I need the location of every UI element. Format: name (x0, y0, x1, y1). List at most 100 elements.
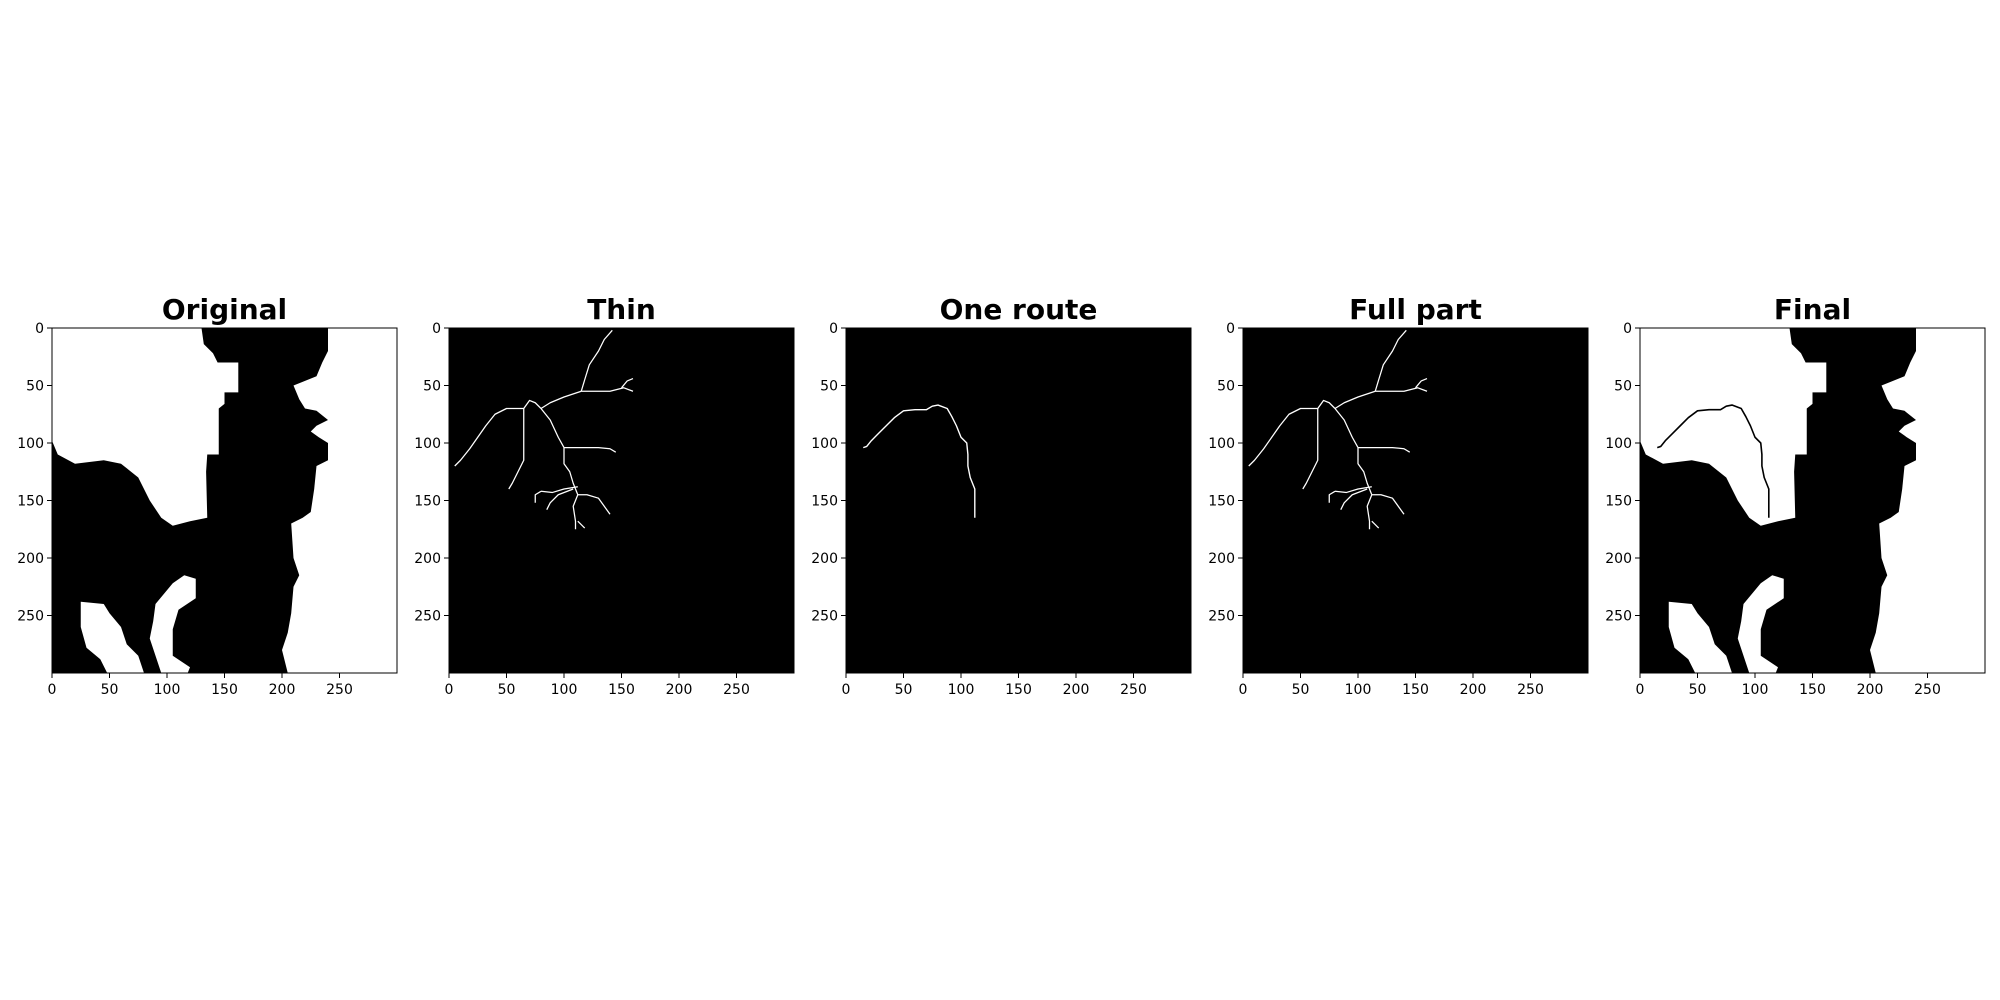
mask-region-0 (1640, 328, 1827, 526)
x-tick-label: 150 (608, 682, 635, 698)
panel-image (1640, 328, 1985, 673)
x-tick-label: 250 (723, 682, 750, 698)
x-tick-label: 250 (1914, 682, 1941, 698)
skeleton-branch-12 (1340, 488, 1368, 510)
mask-region-0 (52, 328, 239, 526)
x-tick-label: 200 (666, 682, 693, 698)
x-tick-label: 0 (1239, 682, 1248, 698)
x-tick-label: 50 (498, 682, 516, 698)
y-tick-label: 250 (17, 609, 44, 625)
y-tick-label: 50 (26, 379, 44, 395)
x-tick-label: 100 (154, 682, 181, 698)
image-background (449, 328, 794, 673)
panel-title: Thin (587, 293, 656, 326)
panel-title: Final (1774, 293, 1851, 326)
y-tick-label: 150 (1605, 494, 1632, 510)
y-tick-label: 250 (1208, 609, 1235, 625)
y-tick-label: 50 (423, 379, 441, 395)
skeleton-branch-9 (572, 494, 579, 530)
skeleton-branch-3 (540, 390, 582, 410)
y-tick-label: 0 (1226, 321, 1235, 337)
mask-region-3 (1737, 575, 1784, 673)
skeleton-branch-2 (621, 378, 634, 389)
x-tick-label: 50 (1689, 682, 1707, 698)
y-tick-label: 50 (820, 379, 838, 395)
mask-region-1 (282, 328, 397, 673)
panel-title: One route (940, 293, 1098, 326)
mask-region-3 (149, 575, 196, 673)
x-tick-label: 250 (1120, 682, 1147, 698)
y-tick-label: 100 (811, 436, 838, 452)
x-tick-label: 50 (1292, 682, 1310, 698)
x-tick-label: 150 (1402, 682, 1429, 698)
y-tick-label: 200 (1605, 551, 1632, 567)
panel-skeleton-3: Full part 0 50 100 150 200 250 0 50 100 150 200 250 (1208, 293, 1589, 698)
skeleton-branch-5 (1334, 408, 1359, 448)
x-tick-label: 50 (895, 682, 913, 698)
skeleton-branch-4 (454, 399, 542, 467)
route-line (863, 404, 976, 518)
panel-route-2: One route 0 50 100 150 200 250 0 50 100 150 200 250 (811, 293, 1192, 698)
y-tick-label: 100 (1208, 436, 1235, 452)
panel-image (52, 328, 397, 673)
x-tick-label: 100 (948, 682, 975, 698)
image-background (846, 328, 1191, 673)
y-tick-label: 250 (1605, 609, 1632, 625)
y-tick-label: 50 (1614, 379, 1632, 395)
x-tick-label: 150 (1005, 682, 1032, 698)
skeleton-branch-5 (540, 408, 565, 448)
y-tick-label: 200 (414, 551, 441, 567)
skeleton-branch-13 (1371, 520, 1380, 529)
y-tick-label: 0 (35, 321, 44, 337)
y-tick-label: 100 (1605, 436, 1632, 452)
x-tick-label: 0 (445, 682, 454, 698)
x-tick-label: 250 (1517, 682, 1544, 698)
panel-skeleton-1: Thin 0 50 100 150 200 250 0 50 100 150 200 250 (414, 293, 795, 698)
skeleton-branch-10 (540, 486, 578, 494)
skeleton-branch-4 (1248, 399, 1336, 467)
panel-title: Full part (1349, 293, 1482, 326)
skeleton-branch-13 (577, 520, 586, 529)
skeleton-branch-12 (546, 488, 574, 510)
skeleton-branch-6 (1357, 446, 1411, 453)
skeleton-branch-8 (577, 494, 611, 515)
x-tick-label: 100 (551, 682, 578, 698)
panel-image (1243, 328, 1588, 673)
skeleton-branch-14 (508, 408, 525, 490)
y-tick-label: 200 (17, 551, 44, 567)
x-tick-label: 100 (1345, 682, 1372, 698)
skeleton-branch-10 (1334, 486, 1372, 494)
x-tick-label: 150 (1799, 682, 1826, 698)
skeleton-branch-14 (1302, 408, 1319, 490)
x-tick-label: 200 (1063, 682, 1090, 698)
x-tick-label: 200 (1460, 682, 1487, 698)
panel-image (449, 328, 794, 673)
x-tick-label: 0 (842, 682, 851, 698)
mask-region-1 (1870, 328, 1985, 673)
x-tick-label: 250 (326, 682, 353, 698)
skeleton-branch-8 (1371, 494, 1405, 515)
y-tick-label: 250 (414, 609, 441, 625)
skeleton-branch-11 (1328, 490, 1336, 503)
x-tick-label: 0 (48, 682, 57, 698)
y-tick-label: 0 (829, 321, 838, 337)
y-tick-label: 150 (414, 494, 441, 510)
y-tick-label: 100 (17, 436, 44, 452)
y-tick-label: 200 (811, 551, 838, 567)
skeleton-branch-1 (581, 387, 634, 392)
panel-image (846, 328, 1191, 673)
y-tick-label: 150 (811, 494, 838, 510)
y-tick-label: 200 (1208, 551, 1235, 567)
panel-title: Original (162, 293, 287, 326)
skeleton-branch-11 (534, 490, 542, 503)
y-tick-label: 0 (1623, 321, 1632, 337)
y-tick-label: 150 (1208, 494, 1235, 510)
x-tick-label: 100 (1742, 682, 1769, 698)
x-tick-label: 50 (101, 682, 119, 698)
x-tick-label: 200 (269, 682, 296, 698)
mask-region-2 (1668, 601, 1732, 673)
y-tick-label: 250 (811, 609, 838, 625)
skeleton-branch-6 (563, 446, 617, 453)
